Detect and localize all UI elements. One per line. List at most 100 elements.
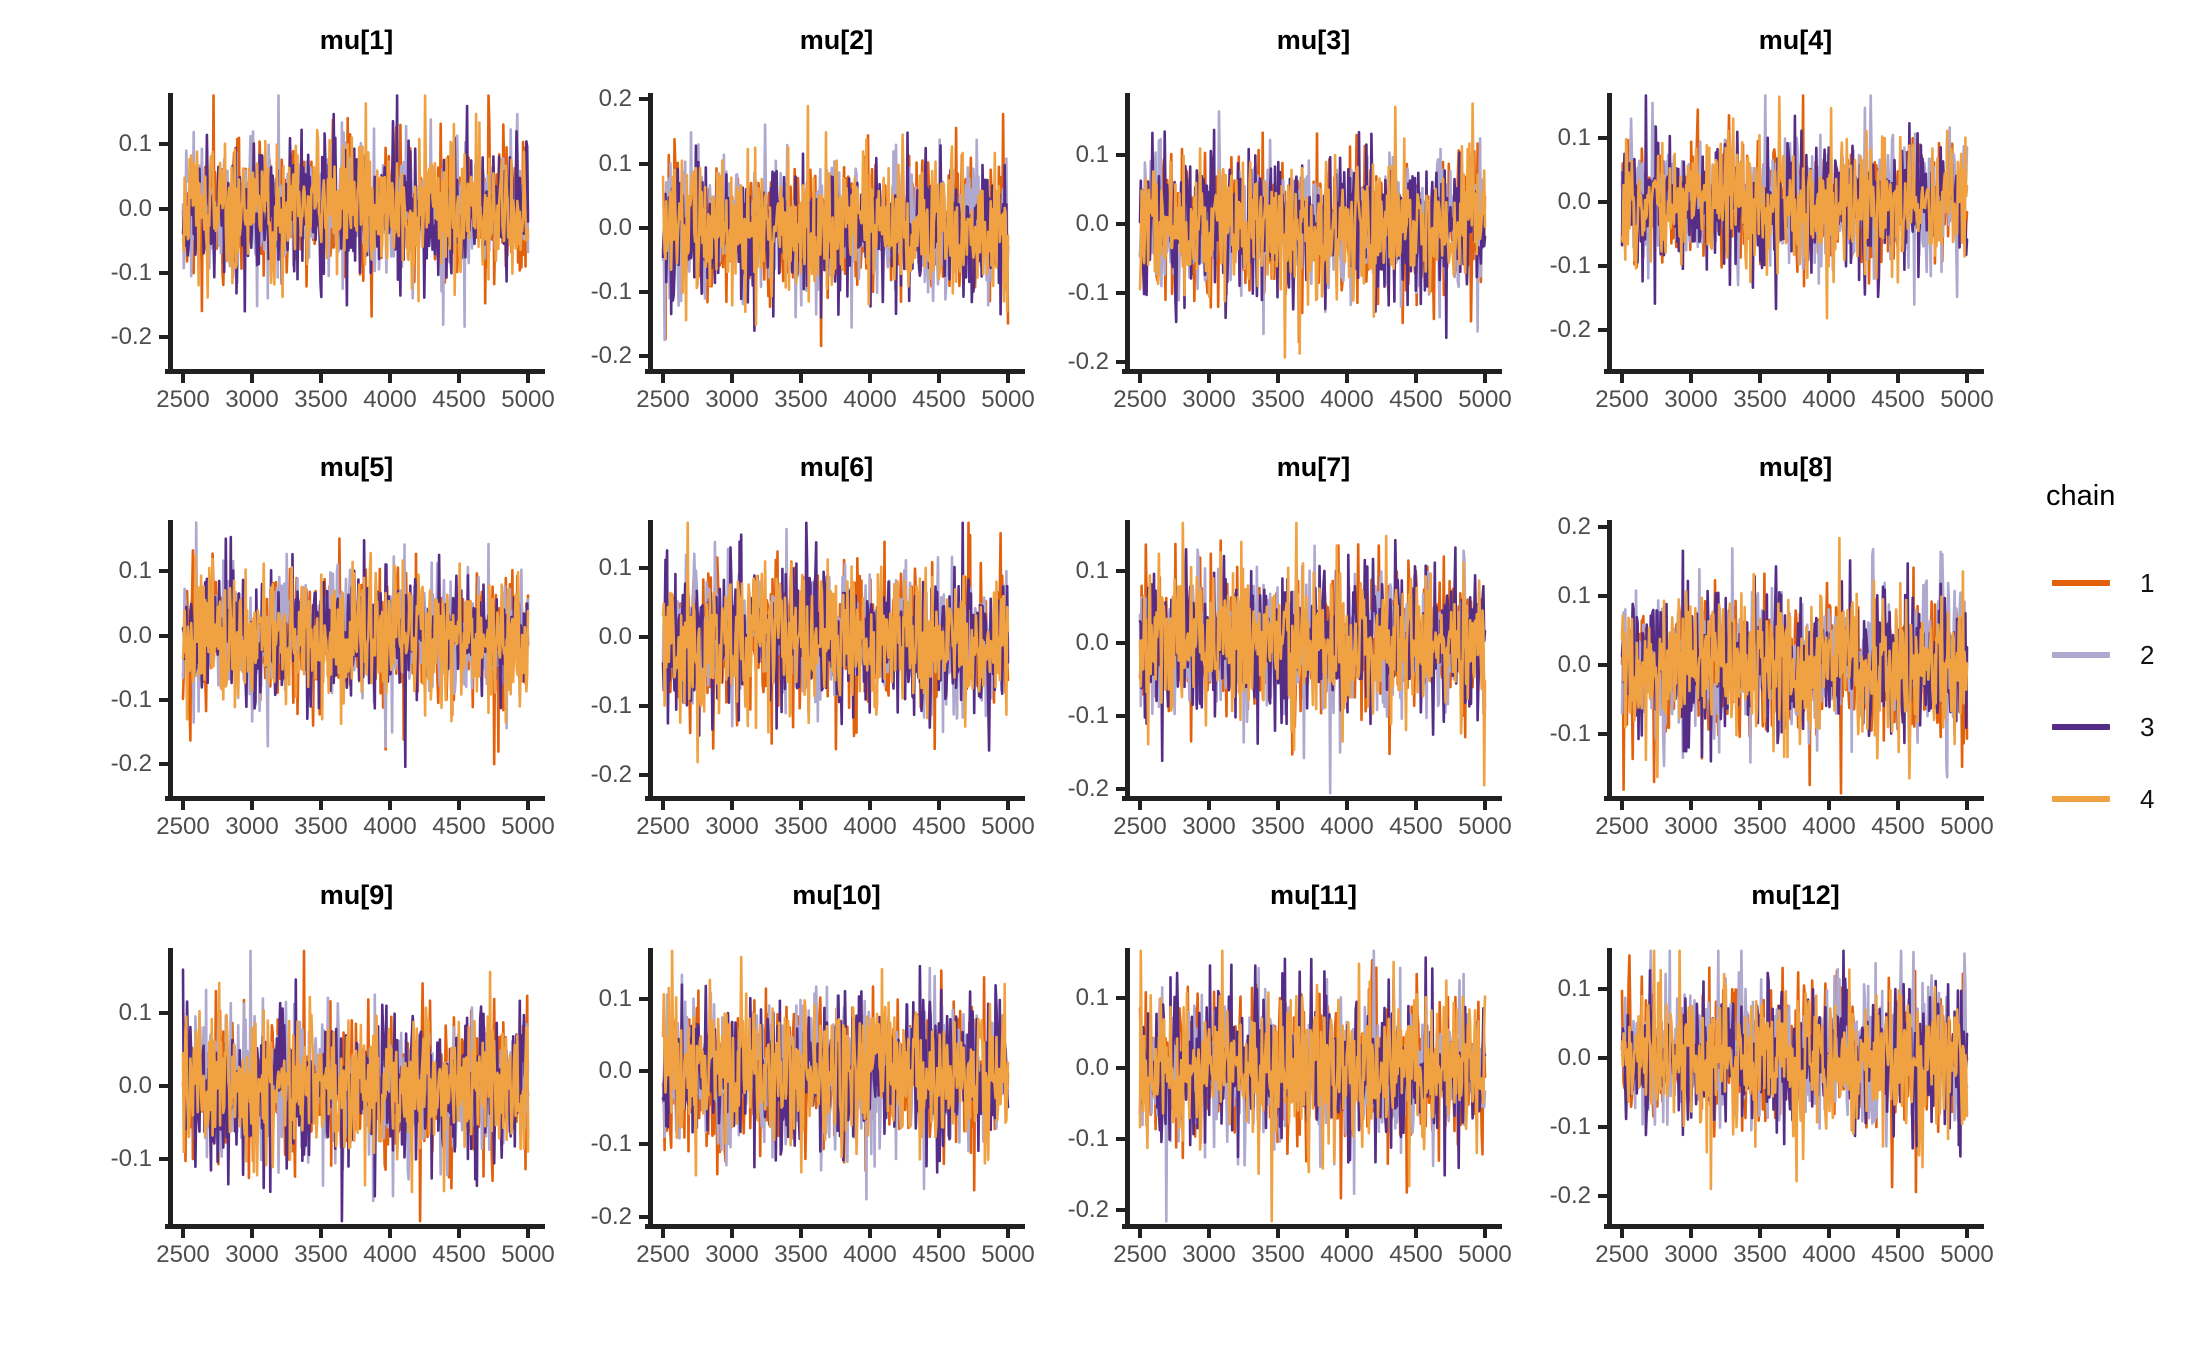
x-axis-tick-label: 5000: [981, 386, 1035, 413]
x-axis-tick-label: 3000: [1664, 813, 1718, 840]
x-axis-tick-label: 3500: [1251, 1241, 1305, 1268]
x-tick-mark: [319, 801, 323, 810]
x-axis-tick-label: 4000: [363, 813, 417, 840]
panel-title: mu[3]: [1276, 25, 1351, 55]
y-tick-mark: [1116, 568, 1125, 573]
x-axis-spine: [1122, 796, 1502, 801]
y-axis-tick-label: -0.1: [1549, 719, 1591, 747]
trace-chain-4: [661, 104, 1010, 326]
x-axis-tick-label: 4500: [432, 1241, 486, 1268]
x-axis-tick-label: 2500: [156, 813, 210, 840]
y-tick-mark: [639, 1069, 648, 1074]
y-axis-tick-label: -0.1: [1067, 1125, 1109, 1153]
x-axis-tick-label: 3000: [1182, 386, 1236, 413]
x-axis-tick-label: 2500: [1113, 386, 1167, 413]
y-axis-tick-label: 0.0: [1557, 188, 1591, 216]
y-axis-tick-label: -0.1: [110, 1144, 152, 1172]
trace-lines: [1138, 949, 1487, 1223]
trace-panel-mu-7: mu[7] 0.1 0.0 -0.1 -0.2 2500 3000 3500 4000 4500 5…: [1015, 450, 1512, 851]
y-tick-mark: [1116, 291, 1125, 296]
y-tick-mark: [1598, 1125, 1607, 1130]
x-tick-mark: [1138, 374, 1142, 383]
x-tick-mark: [181, 374, 185, 383]
x-tick-mark: [1758, 1229, 1762, 1238]
y-tick-mark: [1116, 714, 1125, 719]
trace-lines: [1620, 536, 1969, 795]
trace-panel-mu-6: mu[6] 0.1 0.0 -0.1 -0.2 2500 3000 3500 4000 4500 5…: [538, 450, 1035, 851]
y-tick-mark: [159, 1011, 168, 1016]
y-tick-mark: [1598, 200, 1607, 205]
y-axis-tick-label: 0.0: [598, 1057, 632, 1085]
x-tick-mark: [1896, 801, 1900, 810]
trace-panel-mu-3: mu[3] 0.1 0.0 -0.1 -0.2 2500 3000 3500 4000 4500 5…: [1015, 23, 1512, 424]
x-tick-mark: [1276, 374, 1280, 383]
y-tick-mark: [159, 206, 168, 211]
x-axis-tick-label: 4000: [1802, 813, 1856, 840]
y-axis-spine: [1607, 520, 1612, 801]
x-tick-mark: [1827, 1229, 1831, 1238]
trace-panel-mu-8: mu[8] 0.2 0.1 0.0 -0.1 2500 3000 3500 4000 4500 50…: [1497, 450, 1994, 851]
y-tick-mark: [159, 142, 168, 147]
trace-chain-3: [1620, 949, 1969, 1158]
x-tick-mark: [937, 1229, 941, 1238]
y-axis-tick-label: -0.2: [590, 761, 632, 789]
y-axis-tick-label: -0.2: [1549, 1182, 1591, 1210]
x-axis-tick-label: 3500: [1733, 813, 1787, 840]
y-tick-mark: [159, 697, 168, 702]
y-tick-mark: [1598, 135, 1607, 140]
x-tick-mark: [250, 374, 254, 383]
x-tick-mark: [457, 1229, 461, 1238]
y-axis-spine: [168, 520, 173, 801]
y-axis-tick-label: 0.1: [598, 149, 632, 177]
y-axis-tick-label: -0.1: [110, 258, 152, 286]
panel-title: mu[10]: [792, 880, 881, 910]
x-tick-mark: [868, 801, 872, 810]
x-axis-tick-label: 3000: [705, 1241, 759, 1268]
x-tick-mark: [868, 1229, 872, 1238]
x-axis-tick-label: 5000: [501, 386, 555, 413]
x-tick-mark: [1006, 801, 1010, 810]
x-tick-mark: [1483, 1229, 1487, 1238]
x-tick-mark: [1965, 801, 1969, 810]
y-axis-tick-label: -0.1: [110, 685, 152, 713]
x-tick-mark: [799, 801, 803, 810]
x-tick-mark: [388, 1229, 392, 1238]
y-axis-tick-label: -0.2: [590, 342, 632, 370]
x-axis-tick-label: 3500: [1733, 1241, 1787, 1268]
panel-title: mu[7]: [1276, 452, 1351, 482]
x-tick-mark: [457, 801, 461, 810]
x-axis-tick-label: 2500: [1113, 813, 1167, 840]
x-tick-mark: [1207, 1229, 1211, 1238]
y-axis-tick-label: -0.2: [1549, 316, 1591, 344]
y-axis-tick-label: -0.1: [1549, 1113, 1591, 1141]
x-tick-mark: [1483, 801, 1487, 810]
x-tick-mark: [250, 1229, 254, 1238]
x-tick-mark: [250, 801, 254, 810]
x-tick-mark: [730, 374, 734, 383]
x-axis-tick-label: 5000: [1458, 386, 1512, 413]
trace-lines: [661, 104, 1010, 348]
x-axis-tick-label: 5000: [981, 1241, 1035, 1268]
y-tick-mark: [639, 289, 648, 294]
x-axis-tick-label: 2500: [156, 386, 210, 413]
y-axis-spine: [648, 948, 653, 1229]
trace-lines: [661, 949, 1010, 1201]
x-axis-tick-label: 4500: [1871, 386, 1925, 413]
trace-chain-4: [181, 94, 530, 303]
x-axis-tick-label: 4000: [1802, 386, 1856, 413]
x-axis-tick-label: 3500: [1251, 386, 1305, 413]
x-tick-mark: [799, 374, 803, 383]
y-axis-tick-label: 0.1: [118, 557, 152, 585]
x-axis-spine: [1122, 369, 1502, 374]
trace-chain-4: [661, 521, 1010, 764]
y-axis-tick-label: 0.0: [1557, 1044, 1591, 1072]
y-axis-tick-label: -0.2: [1067, 348, 1109, 376]
x-tick-mark: [937, 801, 941, 810]
x-axis-tick-label: 3000: [1664, 386, 1718, 413]
y-tick-mark: [1116, 995, 1125, 1000]
x-axis-tick-label: 4000: [1320, 386, 1374, 413]
x-axis-tick-label: 2500: [636, 386, 690, 413]
y-axis-tick-label: -0.1: [590, 277, 632, 305]
y-tick-mark: [639, 354, 648, 359]
trace-panel-mu-1: mu[1] 0.1 0.0 -0.1 -0.2 2500 3000 3500 4000 4500 5…: [58, 23, 555, 424]
